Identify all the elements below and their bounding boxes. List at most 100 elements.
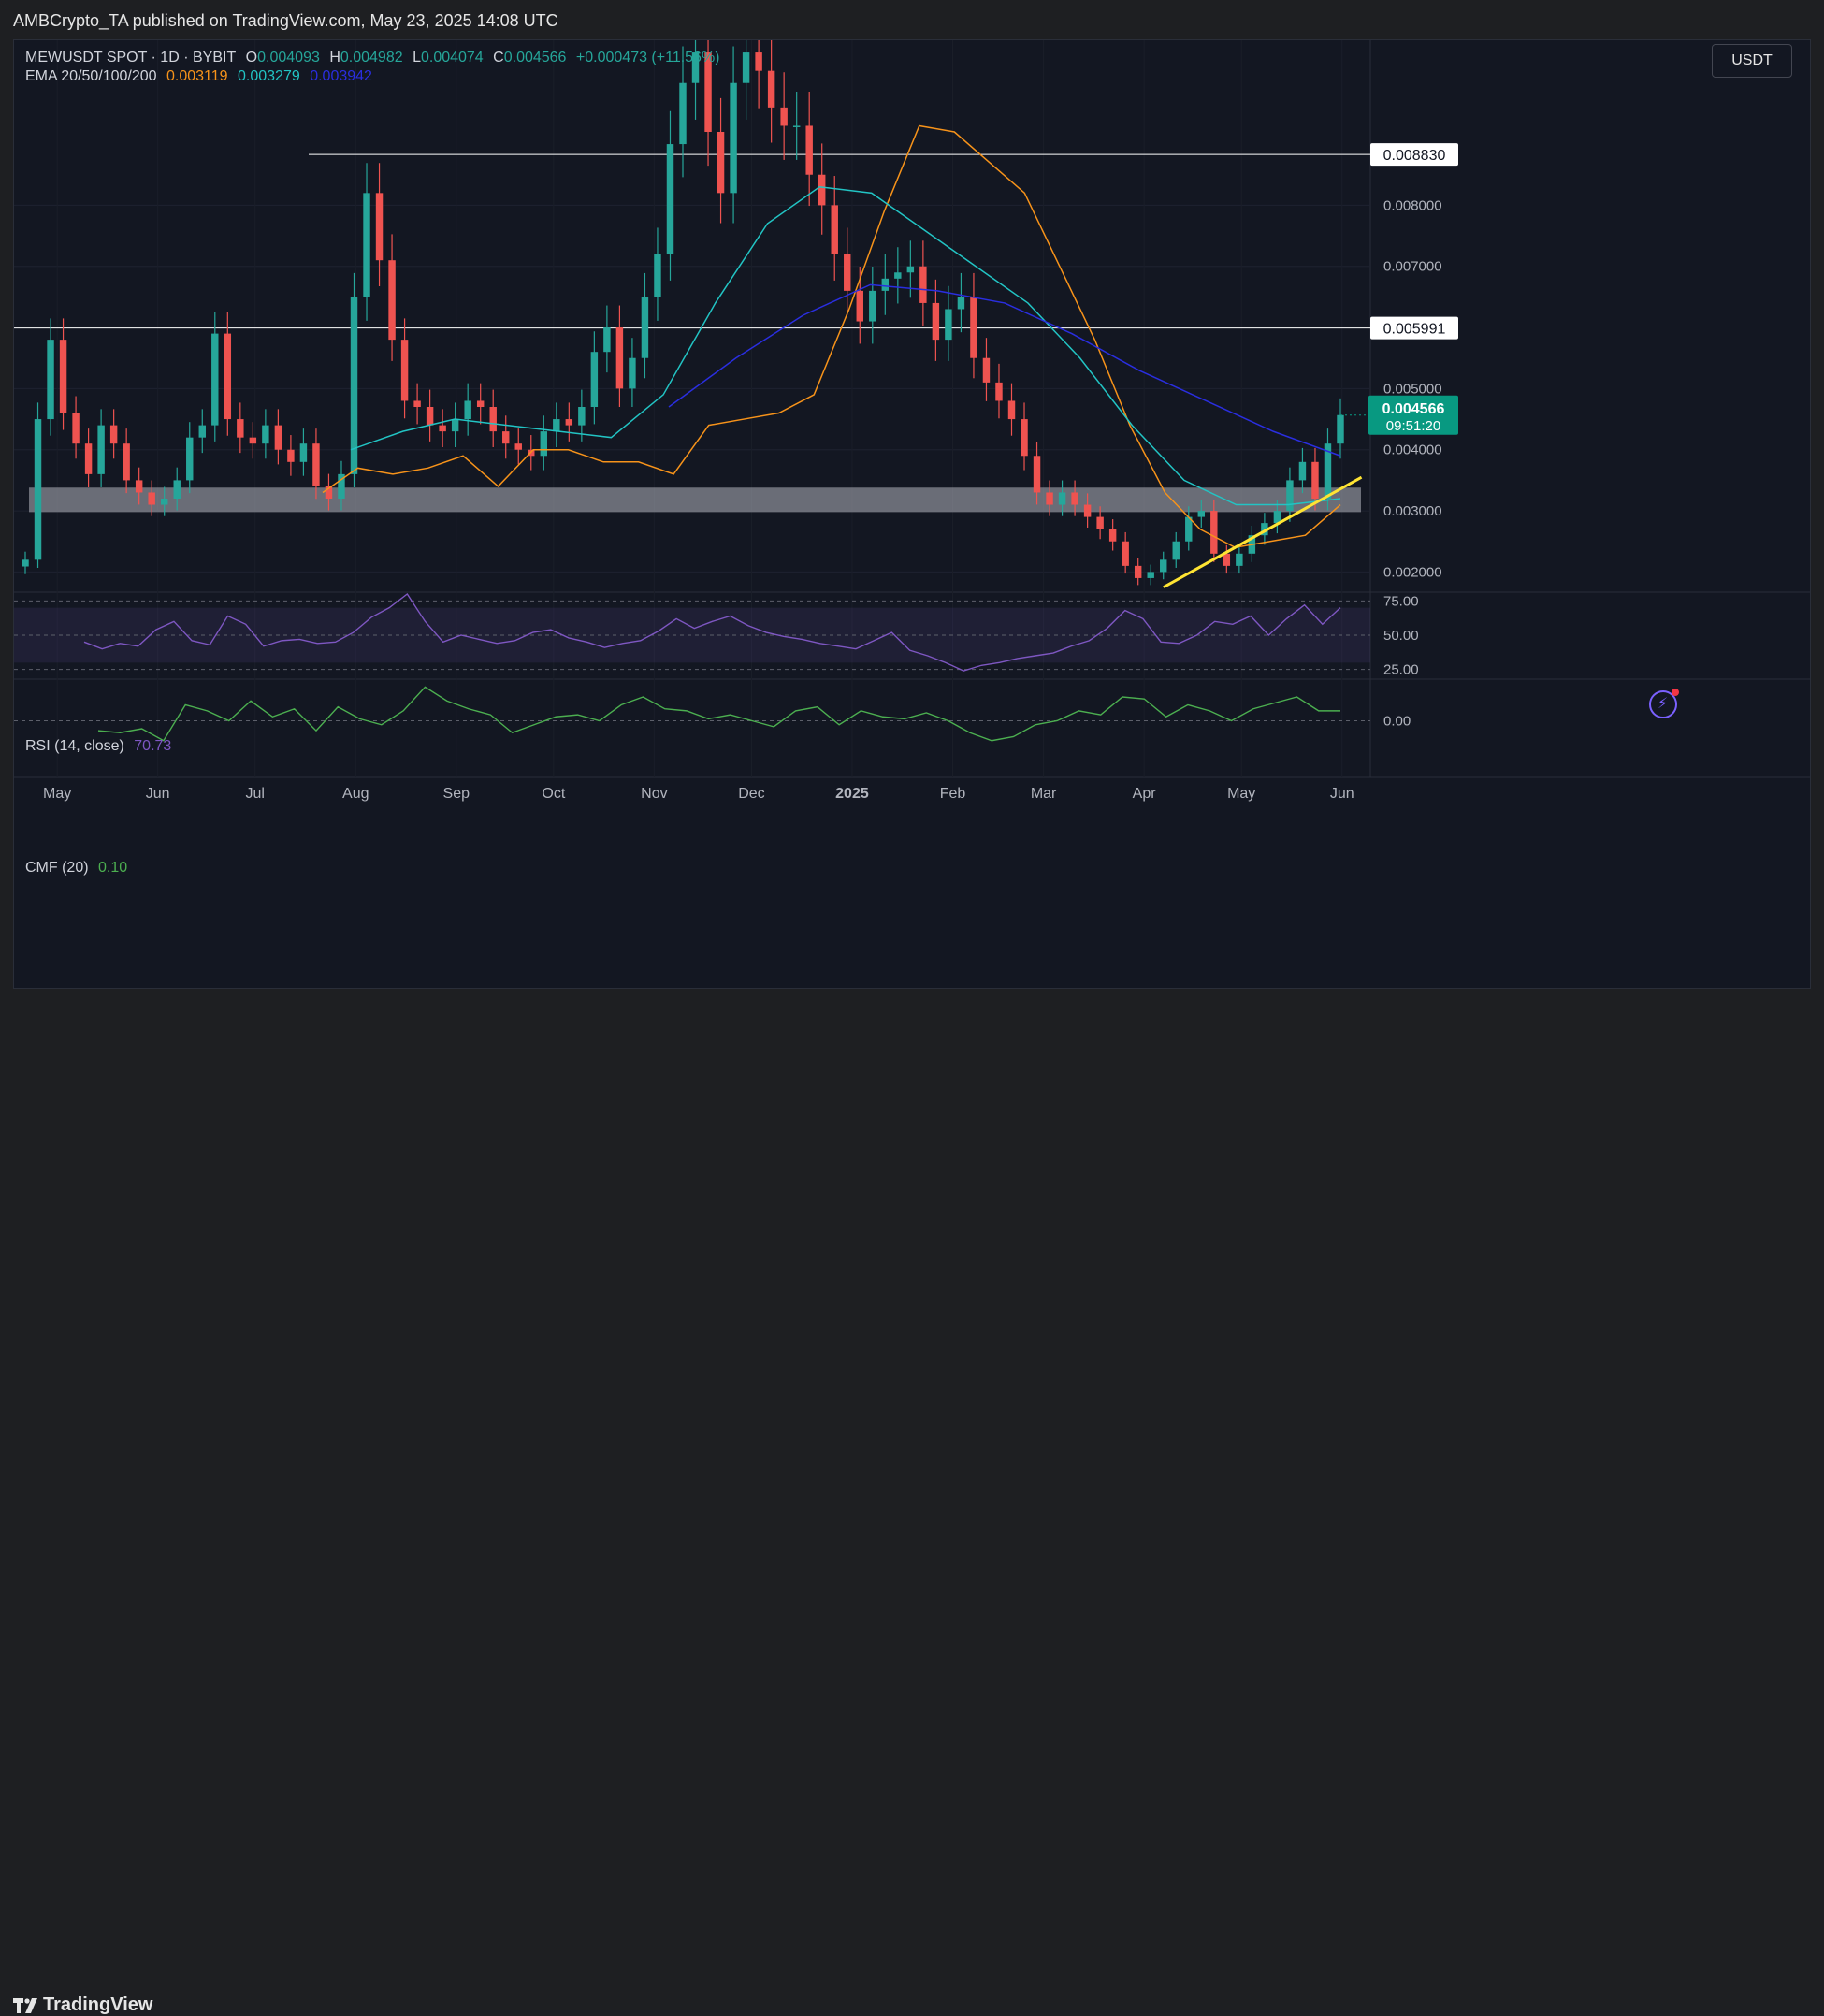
candle[interactable] (287, 449, 295, 462)
candle[interactable] (1096, 516, 1104, 529)
candle[interactable] (780, 107, 788, 126)
cmf-line[interactable] (97, 686, 1340, 742)
candle[interactable] (1122, 541, 1129, 566)
candle[interactable] (72, 413, 80, 444)
candle[interactable] (84, 443, 93, 474)
candle[interactable] (742, 52, 750, 83)
candle[interactable] (426, 407, 434, 426)
candle[interactable] (160, 499, 168, 505)
candle[interactable] (400, 340, 409, 401)
candle[interactable] (299, 443, 308, 462)
candle[interactable] (224, 333, 232, 420)
candle[interactable] (350, 297, 358, 474)
candle[interactable] (1046, 492, 1053, 505)
candle[interactable] (375, 193, 384, 261)
candle[interactable] (476, 400, 485, 407)
candle[interactable] (464, 400, 471, 420)
candle[interactable] (995, 382, 1003, 401)
candle[interactable] (629, 357, 636, 389)
candle[interactable] (1273, 511, 1281, 524)
candle[interactable] (1147, 572, 1154, 578)
candle[interactable] (173, 480, 181, 499)
candle[interactable] (540, 431, 548, 457)
ema100-line[interactable] (668, 283, 1341, 457)
ema50-line[interactable] (350, 186, 1341, 506)
candle[interactable] (691, 52, 700, 83)
candle[interactable] (1071, 492, 1078, 505)
candle[interactable] (109, 425, 118, 444)
candle[interactable] (1185, 516, 1193, 542)
candle[interactable] (123, 443, 130, 481)
candle[interactable] (439, 425, 446, 432)
candle[interactable] (1223, 553, 1231, 566)
candle[interactable] (148, 492, 155, 505)
candle[interactable] (325, 486, 333, 499)
candle[interactable] (1286, 480, 1294, 512)
candle[interactable] (970, 297, 977, 358)
candle[interactable] (945, 309, 952, 341)
candle[interactable] (1134, 565, 1142, 578)
candle[interactable] (717, 132, 725, 194)
candle[interactable] (1324, 443, 1332, 499)
tradingview-logo[interactable]: TradingView (13, 1994, 152, 2016)
candle[interactable] (869, 290, 876, 322)
candle[interactable] (982, 357, 991, 383)
candle[interactable] (1298, 461, 1307, 481)
candle[interactable] (1033, 456, 1041, 493)
candle[interactable] (1236, 553, 1243, 566)
candle[interactable] (654, 254, 661, 297)
candle[interactable] (237, 419, 244, 438)
rsi-label[interactable]: RSI (14, close) (25, 738, 124, 754)
candle[interactable] (502, 431, 510, 444)
candle[interactable] (47, 340, 54, 420)
candle[interactable] (1083, 504, 1092, 517)
candle[interactable] (767, 70, 775, 108)
ema20-line[interactable] (322, 124, 1341, 549)
candle[interactable] (755, 52, 762, 71)
candle[interactable] (792, 125, 801, 127)
candle[interactable] (881, 278, 890, 291)
candle[interactable] (831, 205, 838, 254)
candle[interactable] (603, 327, 611, 353)
candle[interactable] (262, 425, 269, 444)
candle[interactable] (615, 327, 624, 389)
candle[interactable] (97, 425, 105, 474)
candle[interactable] (198, 425, 206, 438)
candle[interactable] (34, 419, 42, 560)
candle[interactable] (514, 443, 522, 450)
candle[interactable] (186, 437, 194, 481)
candle[interactable] (211, 333, 219, 426)
candle[interactable] (451, 419, 459, 432)
candle[interactable] (1021, 419, 1028, 457)
candle[interactable] (894, 272, 902, 279)
cmf-label[interactable]: CMF (20) (25, 860, 89, 876)
candle[interactable] (1007, 400, 1016, 420)
candle[interactable] (844, 254, 851, 291)
ema-label[interactable]: EMA 20/50/100/200 (25, 68, 157, 84)
candle[interactable] (641, 297, 649, 358)
symbol-label[interactable]: MEWUSDT SPOT · 1D · BYBIT (25, 50, 237, 65)
candle[interactable] (135, 480, 143, 493)
candle[interactable] (679, 82, 687, 145)
candle[interactable] (704, 52, 712, 132)
support-zone[interactable] (29, 487, 1361, 513)
candle[interactable] (856, 290, 863, 322)
candle[interactable] (22, 559, 29, 567)
alert-icon[interactable]: ⚡ (1649, 689, 1679, 718)
candle[interactable] (413, 400, 421, 407)
candle[interactable] (1337, 414, 1344, 444)
candle[interactable] (1210, 511, 1218, 554)
candle[interactable] (338, 473, 345, 499)
candle[interactable] (553, 419, 560, 432)
ascending-trendline[interactable] (1163, 475, 1363, 589)
candle[interactable] (818, 174, 826, 206)
candle[interactable] (1261, 523, 1268, 536)
candle[interactable] (919, 266, 927, 303)
candle[interactable] (59, 340, 67, 413)
candle[interactable] (489, 407, 497, 432)
candle[interactable] (1311, 461, 1319, 499)
currency-unit-button[interactable]: USDT (1712, 44, 1792, 78)
candle[interactable] (1108, 529, 1117, 542)
candle[interactable] (590, 352, 599, 407)
candle[interactable] (388, 260, 396, 341)
